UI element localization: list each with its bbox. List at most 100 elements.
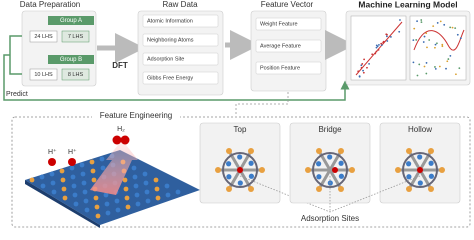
atom (165, 192, 171, 198)
atom (237, 180, 243, 186)
atom (99, 156, 105, 162)
dot (375, 44, 378, 47)
adsorbate (332, 167, 338, 173)
bond (328, 150, 343, 171)
atom (71, 183, 77, 189)
dot (399, 19, 401, 21)
atom (406, 186, 412, 193)
dot (449, 54, 452, 57)
proton (68, 158, 76, 166)
dot (422, 41, 425, 43)
site-label: Top (234, 125, 247, 134)
atom (316, 147, 322, 154)
item-label: Neighboring Atoms (147, 37, 194, 43)
bond (317, 169, 332, 190)
dot (458, 67, 461, 70)
atom (49, 171, 55, 177)
bond (407, 150, 422, 171)
atom (125, 204, 131, 210)
dot (386, 35, 388, 38)
dot (362, 69, 364, 72)
atom (417, 180, 423, 186)
lhs-box (61, 68, 90, 81)
atom (95, 213, 101, 219)
atom (144, 189, 150, 195)
lhs-box (29, 68, 58, 81)
adsorbate (417, 167, 423, 173)
ring (402, 152, 438, 188)
atom (226, 147, 232, 154)
group-bar (48, 55, 94, 64)
dot (375, 46, 378, 49)
panel (21, 10, 97, 87)
atom (132, 174, 138, 180)
atom (405, 161, 412, 167)
bond (328, 169, 343, 190)
item-box (255, 61, 322, 75)
ring (222, 152, 258, 188)
item-label: Position Feature (260, 65, 300, 71)
atom (93, 195, 99, 201)
hydrogen (112, 135, 122, 145)
bond (227, 169, 242, 190)
item-box (142, 71, 219, 85)
atom (62, 195, 68, 201)
atom (70, 174, 76, 180)
adsorbate (237, 167, 243, 173)
atom (338, 173, 345, 179)
dot (413, 27, 416, 30)
dot (451, 26, 454, 29)
dot (378, 43, 380, 46)
atom (50, 180, 56, 186)
atom (428, 147, 434, 154)
proton-label: H⁺ (68, 148, 77, 156)
atom (135, 201, 141, 207)
group-label: Group A (60, 18, 82, 24)
atom (84, 207, 90, 213)
atom (316, 174, 322, 180)
dot (432, 25, 435, 28)
fit-curve (413, 29, 465, 51)
site-panel (379, 122, 461, 204)
bond (317, 150, 332, 171)
atom (248, 173, 255, 179)
dot (439, 20, 442, 23)
dot (416, 20, 418, 23)
atom (80, 171, 86, 177)
atom (406, 147, 412, 154)
item-label: Gibbs Free Energy (147, 75, 193, 81)
site-label: Hollow (408, 125, 432, 134)
bond (227, 150, 242, 171)
dot (374, 52, 377, 55)
proton-label: H⁺ (48, 148, 57, 156)
bond (238, 169, 253, 190)
dot (361, 63, 364, 65)
atom (91, 177, 97, 183)
slab-side (25, 180, 100, 228)
dot (362, 71, 365, 74)
atom (395, 167, 401, 173)
section-title: Feature Engineering (100, 111, 173, 120)
atom (154, 186, 160, 192)
dot (436, 22, 439, 24)
title-bg (92, 110, 180, 122)
dot (377, 48, 380, 51)
section-title: Data Preparation (20, 0, 80, 9)
h2-label: H₂ (117, 126, 125, 133)
atom (89, 159, 95, 165)
atom (338, 147, 344, 154)
atom (259, 167, 265, 173)
atom (103, 192, 109, 198)
atom (115, 207, 121, 213)
section-title: Feature Vector (261, 0, 314, 9)
atom (105, 210, 111, 216)
hydrogen (120, 135, 130, 145)
atom (406, 174, 412, 180)
dot (434, 43, 437, 46)
dot (418, 63, 421, 66)
site-pointer (329, 175, 421, 213)
dot (371, 53, 374, 56)
atom (175, 189, 181, 195)
dot (425, 32, 428, 35)
atom (81, 180, 87, 186)
